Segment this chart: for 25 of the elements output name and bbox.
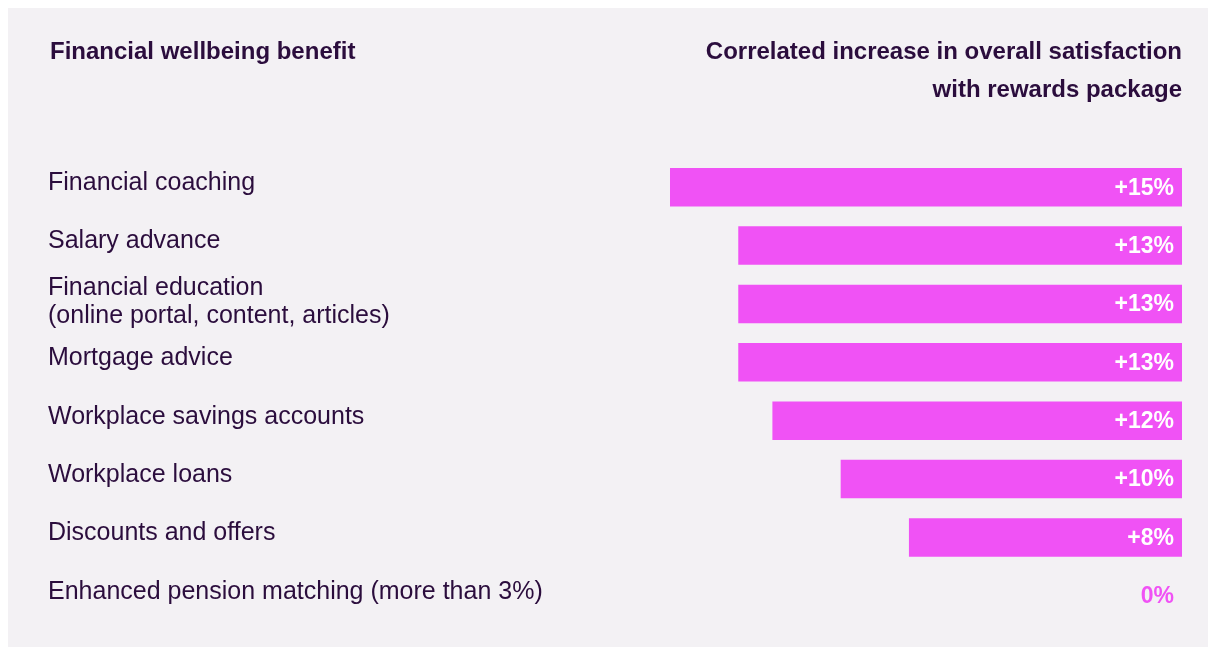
data-label: +10% — [1114, 465, 1174, 492]
bar — [840, 459, 1182, 499]
bar — [738, 343, 1182, 382]
data-label: +13% — [1114, 231, 1174, 258]
y-axis-title: Financial wellbeing benefit — [50, 36, 356, 64]
bar — [738, 226, 1182, 265]
bar — [772, 401, 1182, 440]
y-tick-label: Mortgage advice — [48, 342, 233, 371]
y-tick-label: Financial education (online portal, content, articles) — [48, 271, 390, 328]
bar — [670, 167, 1182, 207]
bar — [908, 518, 1182, 557]
y-tick-label: Workplace loans — [48, 458, 233, 487]
data-label: 0% — [1140, 582, 1174, 609]
y-tick-label: Financial coaching — [48, 167, 256, 196]
y-tick-label: Enhanced pension matching (more than 3%) — [48, 575, 543, 604]
data-label: +13% — [1114, 290, 1174, 317]
data-label: +12% — [1114, 407, 1174, 434]
data-label: +8% — [1127, 523, 1174, 550]
y-tick-label: Workplace savings accounts — [48, 400, 365, 429]
data-label: +15% — [1114, 173, 1174, 200]
data-label: +13% — [1114, 348, 1174, 375]
x-axis-title: Correlated increase in overall satisfaction with rewards package — [705, 36, 1182, 102]
bar — [738, 284, 1182, 324]
y-tick-label: Discounts and offers — [48, 517, 276, 546]
y-tick-label: Salary advance — [48, 225, 221, 254]
